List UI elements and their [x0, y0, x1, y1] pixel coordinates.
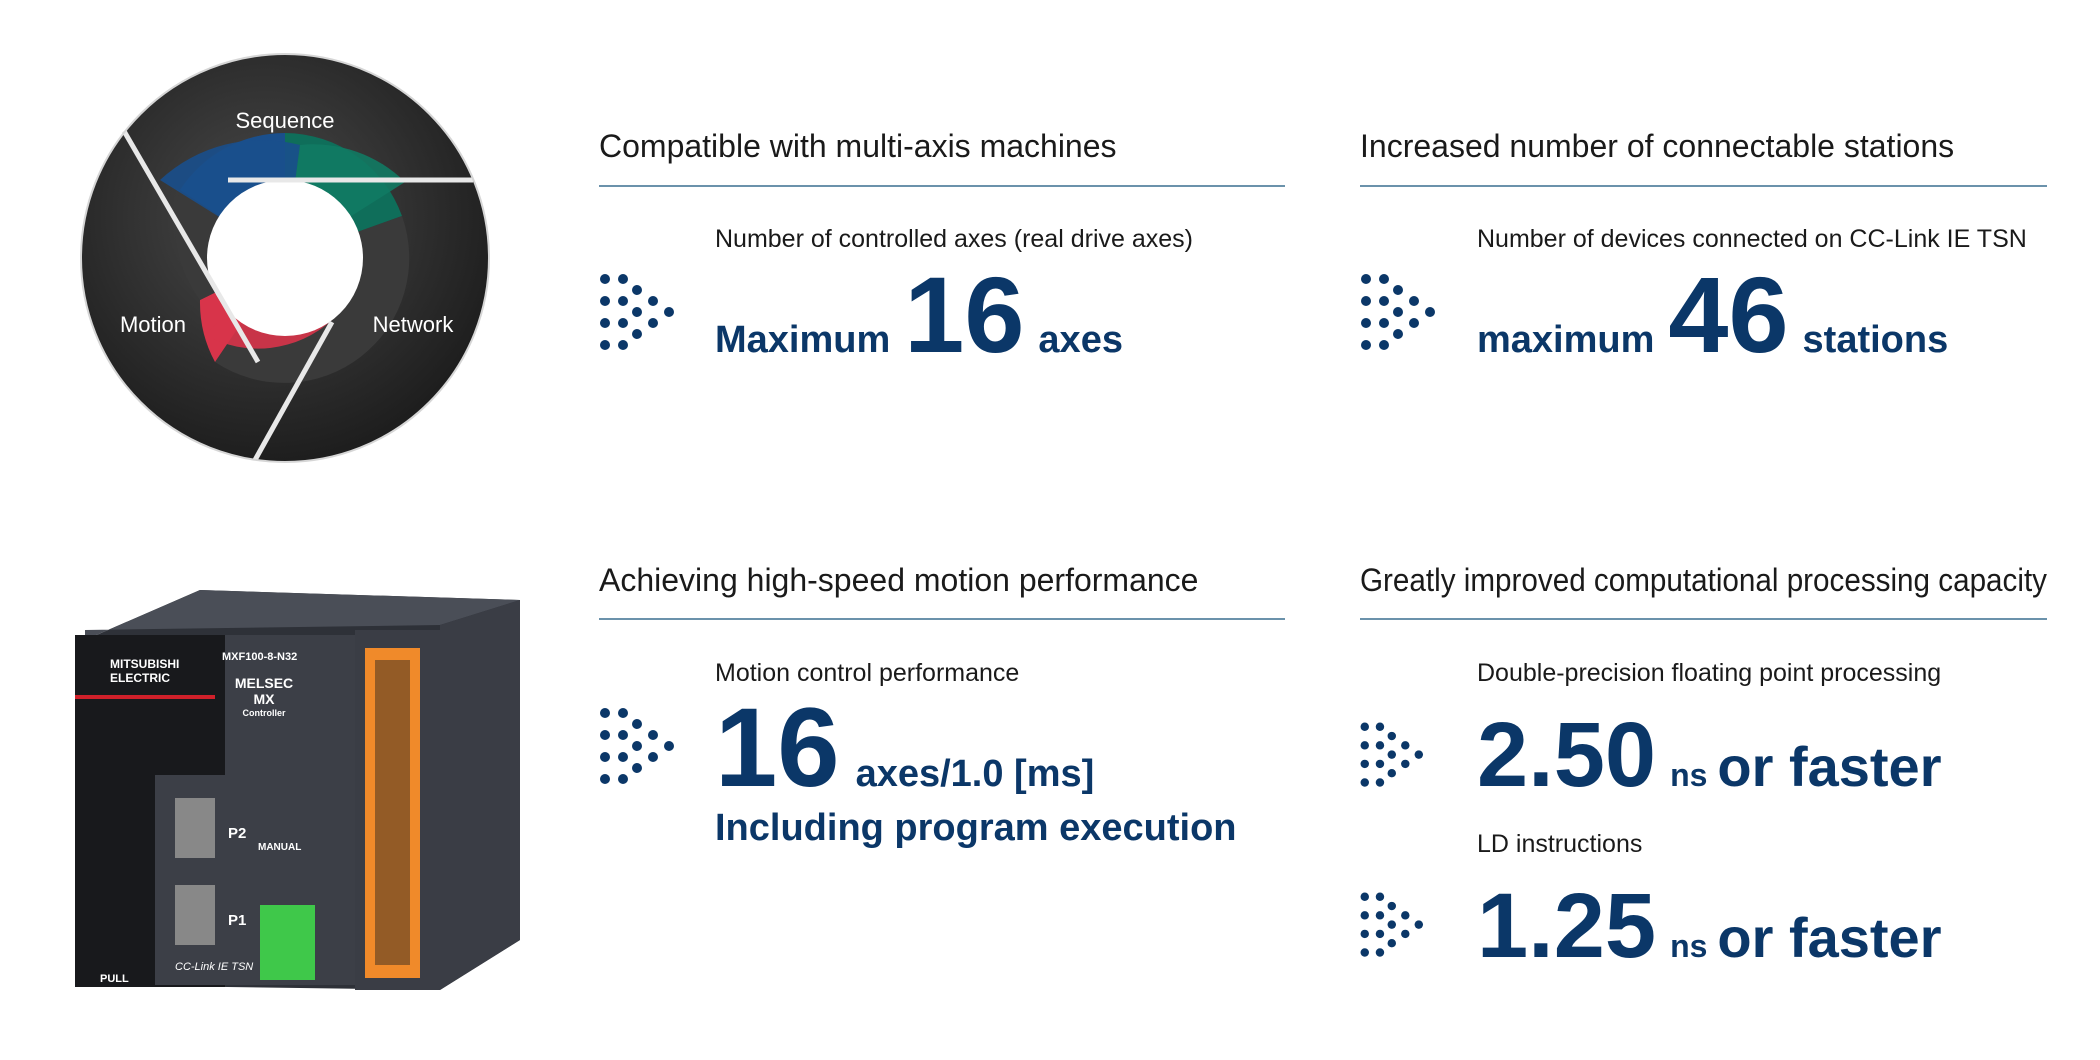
figure: Maximum 16 axes — [715, 254, 1123, 375]
figure: 1.25 ns or faster — [1477, 875, 1942, 977]
panel-description: Number of devices connected on CC-Link I… — [1477, 225, 2027, 253]
unit: stations — [1803, 319, 1949, 361]
panel: Greatly improved computational processin… — [1360, 562, 2047, 977]
value: 16 — [715, 685, 840, 810]
panel-title: Increased number of connectable stations — [1360, 128, 1954, 164]
arrow-icon — [1361, 274, 1435, 350]
panel: Increased number of connectable stations… — [1360, 128, 2047, 375]
product-label: P1 — [228, 912, 246, 929]
product-label: P2 — [228, 825, 246, 842]
unit: ns — [1670, 928, 1707, 964]
panel-description: Motion control performance — [715, 659, 1019, 687]
prefix: Maximum — [715, 319, 890, 361]
diagram-label: Motion — [120, 312, 186, 337]
product-label: MXF100-8-N32 — [222, 651, 297, 663]
panel-description: LD instructions — [1477, 830, 1642, 858]
suffix: or faster — [1717, 906, 1941, 969]
diagram-label: Network — [373, 312, 455, 337]
suffix: or faster — [1717, 735, 1941, 798]
panel-description: Number of controlled axes (real drive ax… — [715, 225, 1193, 253]
product-label: MANUAL — [258, 842, 301, 853]
product-label: MX — [254, 691, 276, 707]
arrow-icon — [1360, 892, 1424, 957]
product-label: ELECTRIC — [110, 671, 170, 685]
arrow-icon — [600, 274, 674, 350]
note: Including program execution — [715, 807, 1237, 849]
panel-title: Greatly improved computational processin… — [1360, 562, 2047, 598]
diagram-label: Sequence — [235, 108, 334, 133]
prefix: maximum — [1477, 319, 1654, 361]
panel-title: Compatible with multi-axis machines — [599, 128, 1117, 164]
panel-description: Double-precision floating point processi… — [1477, 659, 1941, 687]
panel: Achieving high-speed motion performance … — [599, 562, 1285, 849]
value: 16 — [904, 254, 1024, 375]
arrow-icon — [1360, 722, 1424, 787]
unit: ns — [1670, 757, 1707, 793]
value: 2.50 — [1477, 704, 1656, 806]
product-image: MITSUBISHI ELECTRIC MXF100-8-N32 MELSEC … — [75, 590, 520, 990]
figure: maximum 46 stations — [1477, 254, 1948, 375]
arrow-icon — [600, 708, 674, 784]
product-label: PULL — [100, 973, 129, 985]
figure: 2.50 ns or faster — [1477, 704, 1942, 806]
product-label: CC-Link IE TSN — [175, 961, 253, 973]
value: 1.25 — [1477, 875, 1656, 977]
figure: 16 axes/1.0 [ms] — [715, 685, 1094, 810]
cycle-diagram: Sequence Motion Network — [80, 53, 490, 463]
product-label: MELSEC — [235, 675, 293, 691]
product-label: Controller — [242, 708, 285, 718]
unit: axes/1.0 [ms] — [856, 753, 1095, 795]
value: 46 — [1668, 254, 1788, 375]
product-label: MITSUBISHI — [110, 657, 179, 671]
panel-title: Achieving high-speed motion performance — [599, 562, 1198, 598]
unit: axes — [1038, 319, 1123, 361]
panel: Compatible with multi-axis machines Numb… — [599, 128, 1285, 375]
